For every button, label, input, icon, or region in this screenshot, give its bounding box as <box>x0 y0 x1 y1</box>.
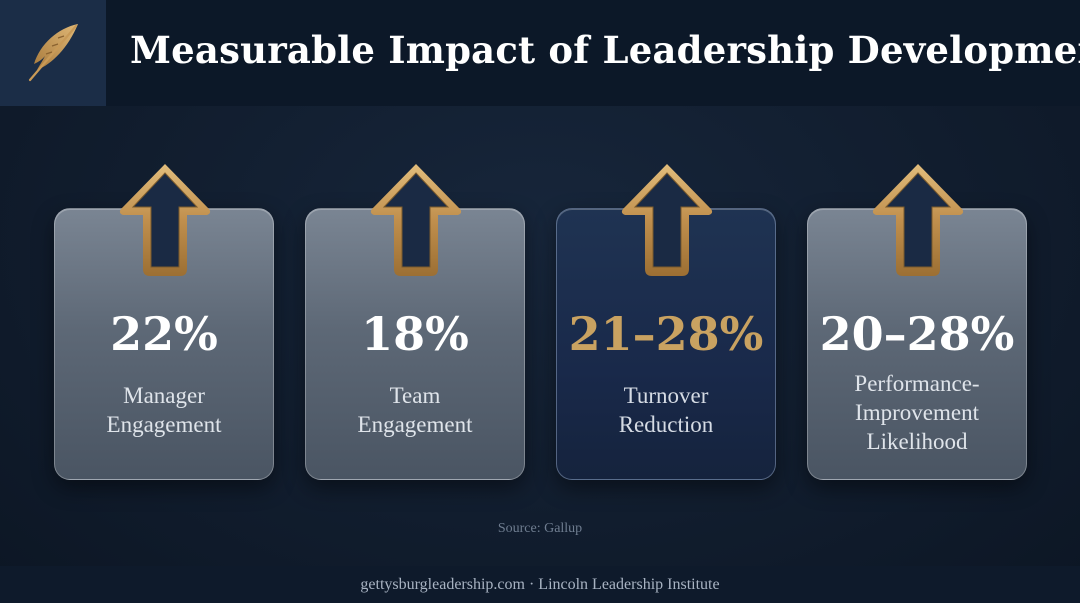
stat-value: 18% <box>361 307 469 361</box>
stat-value: 22% <box>110 307 218 361</box>
stat-label-line: Likelihood <box>866 429 968 454</box>
stat-label: Manager Engagement <box>65 381 263 439</box>
stat-value: 20–28% <box>819 307 1015 361</box>
stat-label-line: Turnover <box>623 383 709 408</box>
page-title: Measurable Impact of Leadership Developm… <box>130 28 1080 72</box>
stat-label: Performance- Improvement Likelihood <box>818 369 1016 456</box>
source-note: Source: Gallup <box>497 521 583 536</box>
up-arrow-icon <box>368 161 464 279</box>
stat-card: 21–28% Turnover Reduction <box>556 164 776 480</box>
stat-label-line: Engagement <box>357 412 473 437</box>
up-arrow-icon <box>870 161 966 279</box>
feather-quill-icon <box>28 24 78 82</box>
stat-card: 18% Team Engagement <box>305 164 525 480</box>
stat-label-line: Team <box>389 383 441 408</box>
stat-label-line: Engagement <box>106 412 222 437</box>
up-arrow-icon <box>117 161 213 279</box>
stat-label-line: Improvement <box>855 400 979 425</box>
stat-label-line: Manager <box>123 383 205 408</box>
stat-label-line: Performance- <box>854 371 980 396</box>
stat-label: Team Engagement <box>316 381 514 439</box>
stat-card: 22% Manager Engagement <box>54 164 274 480</box>
footer: gettysburgleadership.com · Lincoln Leade… <box>0 566 1080 603</box>
stat-label-line: Reduction <box>618 412 714 437</box>
stat-card: 20–28% Performance- Improvement Likelihood <box>807 164 1027 480</box>
stat-value: 21–28% <box>568 307 764 361</box>
header-bar: Measurable Impact of Leadership Developm… <box>0 0 1080 106</box>
up-arrow-icon <box>619 161 715 279</box>
stat-label: Turnover Reduction <box>567 381 765 439</box>
logo <box>0 0 106 106</box>
